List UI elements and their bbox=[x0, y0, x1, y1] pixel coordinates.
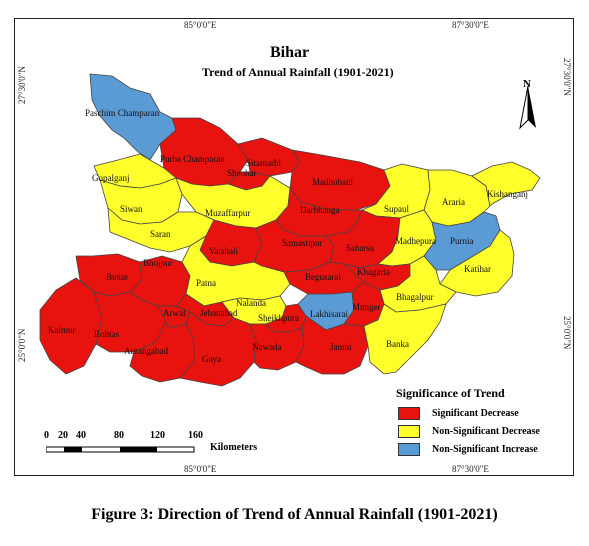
district-label-jehanabad: Jehanabad bbox=[200, 308, 238, 318]
district-label-saran: Saran bbox=[150, 229, 171, 239]
district-label-madhubani: Madhubani bbox=[312, 177, 353, 187]
scale-tick: 120 bbox=[150, 430, 165, 441]
figure-caption: Figure 3: Direction of Trend of Annual R… bbox=[91, 506, 498, 523]
district-label-samastipur: Samastipur bbox=[282, 238, 323, 248]
legend-item-significant-decrease: Significant Decrease bbox=[398, 406, 519, 421]
coord-top-left: 85°0'0"E bbox=[184, 20, 217, 30]
district-label-sitamarhi: Sitamarhi bbox=[246, 158, 281, 168]
district-label-supaul: Supaul bbox=[384, 204, 410, 214]
district-label-siwan: Siwan bbox=[120, 204, 143, 214]
legend-swatch bbox=[398, 443, 420, 456]
district-label-kishanganj: Kishanganj bbox=[487, 189, 528, 199]
district-label-begusarai: Begusarai bbox=[305, 272, 341, 282]
coord-bottom-left: 85°0'0"E bbox=[184, 464, 217, 474]
district-label-bhojpur: Bhojpur bbox=[143, 258, 173, 268]
district-label-arwal: Arwal bbox=[163, 308, 186, 318]
district-label-lakhisarai: Lakhisarai bbox=[310, 309, 348, 319]
district-label-araria: Araria bbox=[442, 197, 465, 207]
district-jamui bbox=[295, 315, 369, 375]
district-label-patna: Patna bbox=[196, 278, 216, 288]
district-label-bhagalpur: Bhagalpur bbox=[396, 292, 434, 302]
district-label-saharsa: Saharsa bbox=[346, 243, 374, 253]
scale-tick: 40 bbox=[76, 430, 86, 441]
scale-tick: 20 bbox=[58, 430, 68, 441]
district-label-paschim-champaran: Paschim Champaran bbox=[85, 108, 160, 118]
scale-unit: Kilometers bbox=[210, 442, 258, 453]
scale-tick: 80 bbox=[114, 430, 124, 441]
district-kishanganj bbox=[471, 161, 541, 207]
district-label-khagaria: Khagaria bbox=[357, 267, 390, 277]
legend-label: Significant Decrease bbox=[432, 408, 519, 419]
district-label-purba-champaran: Purba Champaran bbox=[160, 154, 225, 164]
legend-swatch bbox=[398, 407, 420, 420]
district-label-kaimur: Kaimur bbox=[48, 325, 76, 335]
district-label-nalanda: Nalanda bbox=[236, 298, 266, 308]
legend-title: Significance of Trend bbox=[396, 386, 505, 400]
legend-label: Non-Significant Decrease bbox=[432, 426, 540, 437]
district-label-darbhanga: Darbhanga bbox=[300, 205, 339, 215]
district-patna bbox=[181, 234, 291, 307]
district-label-gopalganj: Gopalganj bbox=[92, 173, 130, 183]
district-label-madhepura: Madhepura bbox=[395, 236, 436, 246]
district-label-sheikhpura: Sheikhpura bbox=[258, 313, 299, 323]
legend-swatch bbox=[398, 425, 420, 438]
district-banka bbox=[363, 303, 447, 375]
legend-item-non-significant-decrease: Non-Significant Decrease bbox=[398, 424, 540, 439]
district-label-purnia: Purnia bbox=[450, 236, 474, 246]
map-subtitle: Trend of Annual Rainfall (1901-2021) bbox=[202, 65, 394, 79]
district-label-jamui: Jamui bbox=[330, 342, 352, 352]
scale-bar-graphic bbox=[46, 446, 195, 453]
district-label-buxar: Buxar bbox=[106, 272, 128, 282]
scale-tick: 0 bbox=[44, 430, 49, 441]
district-label-gaya: Gaya bbox=[202, 354, 221, 364]
map-title: Bihar bbox=[270, 44, 310, 61]
district-label-vaishali: Vaishali bbox=[209, 246, 238, 256]
district-label-banka: Banka bbox=[386, 339, 409, 349]
district-label-aurangabad: Aurangabad bbox=[124, 346, 168, 356]
legend-item-non-significant-increase: Non-Significant Increase bbox=[398, 442, 538, 457]
district-label-munger: Munger bbox=[352, 302, 381, 312]
north-label: N bbox=[523, 78, 531, 90]
district-label-katihar: Katihar bbox=[464, 264, 491, 274]
legend-label: Non-Significant Increase bbox=[432, 444, 538, 455]
district-label-muzaffarpur: Muzaffarpur bbox=[205, 208, 250, 218]
district-label-nawada: Nawada bbox=[252, 342, 281, 352]
district-label-rohtas: Rohtas bbox=[94, 329, 119, 339]
coord-bottom-right: 87°30'0"E bbox=[452, 464, 489, 474]
district-label-sheohar: Sheohar bbox=[227, 168, 257, 178]
scale-tick: 160 bbox=[188, 430, 203, 441]
coord-top-right: 87°30'0"E bbox=[452, 20, 489, 30]
north-arrow-icon bbox=[519, 85, 536, 130]
